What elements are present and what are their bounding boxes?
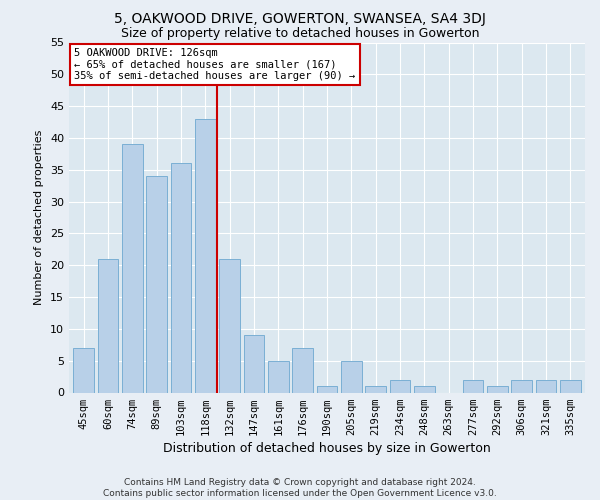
Text: Size of property relative to detached houses in Gowerton: Size of property relative to detached ho…: [121, 28, 479, 40]
Bar: [170, 164, 191, 392]
Bar: [98, 259, 118, 392]
Text: 5 OAKWOOD DRIVE: 126sqm
← 65% of detached houses are smaller (167)
35% of semi-d: 5 OAKWOOD DRIVE: 126sqm ← 65% of detache…: [74, 48, 355, 81]
Bar: [365, 386, 386, 392]
Bar: [292, 348, 313, 393]
Bar: [560, 380, 581, 392]
Bar: [244, 335, 265, 392]
Text: Contains HM Land Registry data © Crown copyright and database right 2024.
Contai: Contains HM Land Registry data © Crown c…: [103, 478, 497, 498]
Text: 5, OAKWOOD DRIVE, GOWERTON, SWANSEA, SA4 3DJ: 5, OAKWOOD DRIVE, GOWERTON, SWANSEA, SA4…: [114, 12, 486, 26]
Bar: [414, 386, 435, 392]
Bar: [463, 380, 484, 392]
Bar: [146, 176, 167, 392]
Bar: [511, 380, 532, 392]
Bar: [317, 386, 337, 392]
Bar: [73, 348, 94, 393]
Bar: [536, 380, 556, 392]
Bar: [341, 360, 362, 392]
Bar: [389, 380, 410, 392]
Bar: [219, 259, 240, 392]
X-axis label: Distribution of detached houses by size in Gowerton: Distribution of detached houses by size …: [163, 442, 491, 455]
Bar: [268, 360, 289, 392]
Y-axis label: Number of detached properties: Number of detached properties: [34, 130, 44, 305]
Bar: [195, 119, 215, 392]
Bar: [487, 386, 508, 392]
Bar: [122, 144, 143, 392]
